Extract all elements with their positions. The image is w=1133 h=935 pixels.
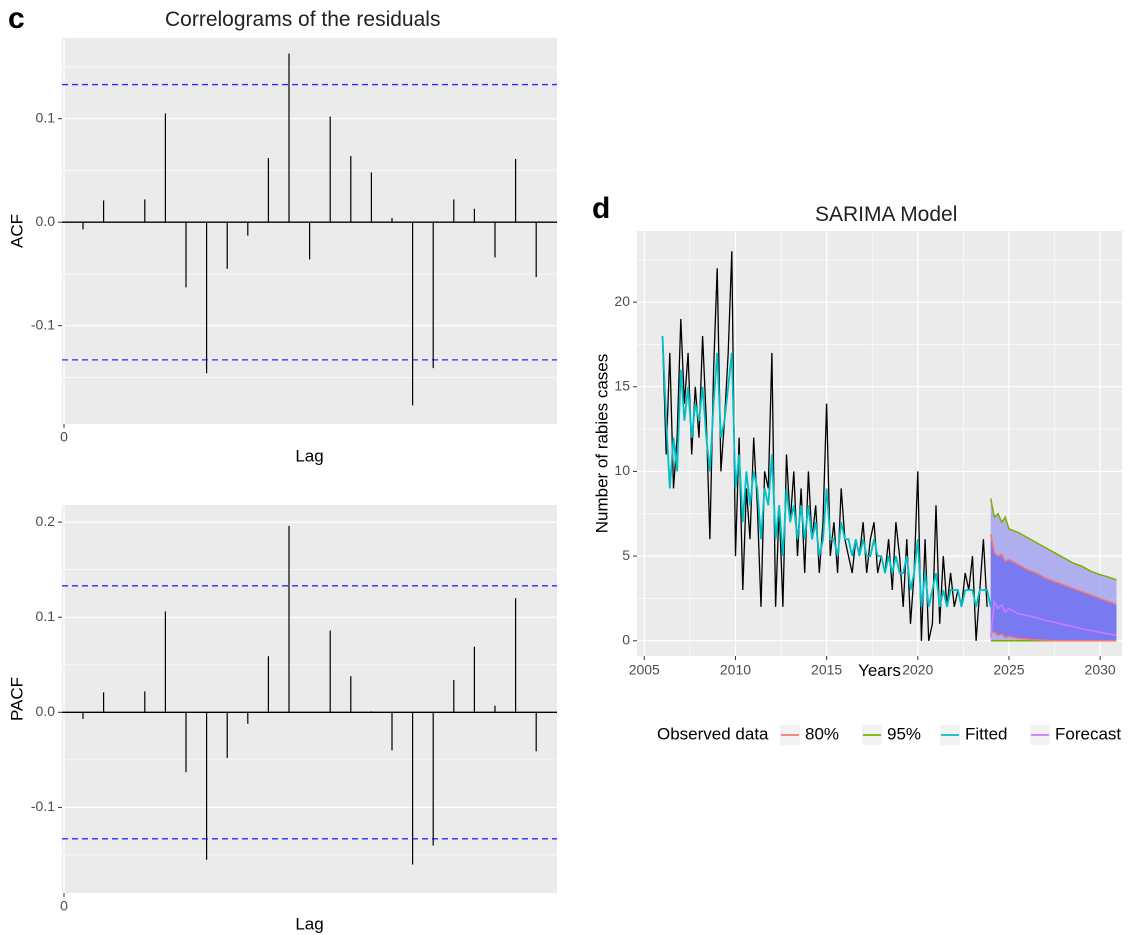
y-axis-label: Number of rabies cases xyxy=(592,354,611,534)
series-line xyxy=(661,251,988,641)
y-tick-label: 0.1 xyxy=(36,109,56,125)
y-tick-label: 0 xyxy=(622,631,630,647)
y-tick-label: 0.1 xyxy=(36,608,56,624)
interval-upper-line xyxy=(989,498,1117,581)
x-axis-label: Lag xyxy=(295,446,323,465)
legend-label: 80% xyxy=(805,724,839,743)
y-tick-label: -0.1 xyxy=(31,316,55,332)
interval-upper-line xyxy=(989,533,1117,606)
correlogram-pacf xyxy=(58,505,557,897)
series-line xyxy=(989,599,1117,638)
x-tick-label: 2030 xyxy=(1085,662,1116,678)
legend-label: Observed data xyxy=(657,724,769,743)
x-tick-label: 2020 xyxy=(902,662,933,678)
x-tick-label: 2010 xyxy=(720,662,751,678)
x-axis-label: Lag xyxy=(295,914,323,933)
panel-letter-d: d xyxy=(592,192,611,225)
plot-background xyxy=(62,505,557,893)
y-axis-label: PACF xyxy=(7,677,26,721)
correlogram-acf xyxy=(58,38,557,428)
x-tick-label: 2025 xyxy=(993,662,1024,678)
interval-lower-line xyxy=(990,631,1117,642)
x-tick-label: 0 xyxy=(60,429,68,445)
series-line xyxy=(661,335,992,608)
x-tick-label: 2015 xyxy=(811,662,842,678)
y-tick-label: 0.0 xyxy=(36,703,56,719)
legend-label: Forecast xyxy=(1055,724,1121,743)
y-tick-label: 15 xyxy=(614,377,630,393)
sarima-title: SARIMA Model xyxy=(815,203,958,226)
y-tick-label: 5 xyxy=(622,547,630,563)
correlogram-title: Correlograms of the residuals xyxy=(165,8,441,31)
x-tick-label: 2005 xyxy=(629,662,660,678)
x-tick-label: 0 xyxy=(60,898,68,914)
sarima-plot xyxy=(633,231,1122,745)
x-axis-label: Years xyxy=(858,661,901,680)
panel-letter-c: c xyxy=(8,2,25,35)
y-tick-label: 10 xyxy=(614,462,630,478)
legend-label: 95% xyxy=(887,724,921,743)
y-tick-label: 20 xyxy=(614,293,630,309)
y-tick-label: -0.1 xyxy=(31,798,55,814)
y-axis-label: ACF xyxy=(7,214,26,248)
y-tick-label: 0.0 xyxy=(36,213,56,229)
y-tick-label: 0.2 xyxy=(36,513,56,529)
legend-label: Fitted xyxy=(965,724,1008,743)
